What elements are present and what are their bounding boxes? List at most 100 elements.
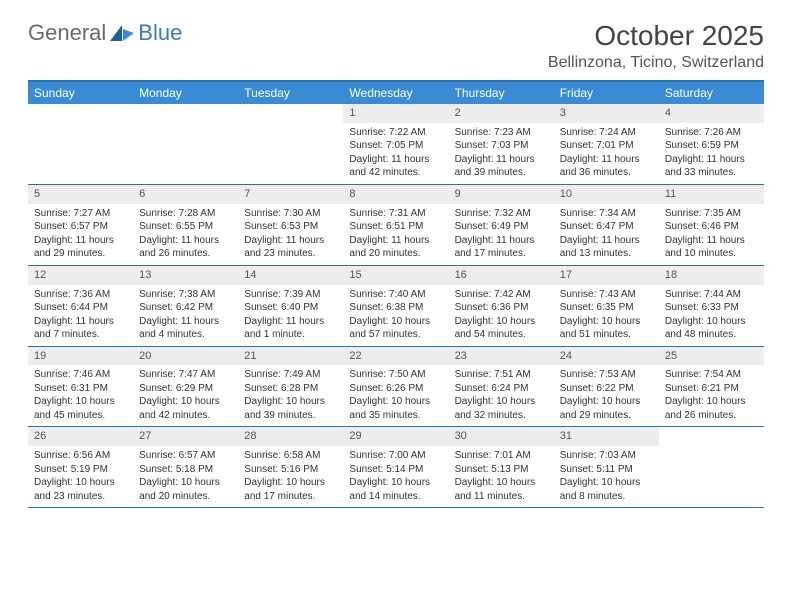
day-cell: 14Sunrise: 7:39 AMSunset: 6:40 PMDayligh… <box>238 266 343 346</box>
week-row: 19Sunrise: 7:46 AMSunset: 6:31 PMDayligh… <box>28 347 764 428</box>
day-body: Sunrise: 7:34 AMSunset: 6:47 PMDaylight:… <box>554 204 659 265</box>
daylight-text: Daylight: 10 hours and 57 minutes. <box>349 315 442 342</box>
day-body: Sunrise: 7:42 AMSunset: 6:36 PMDaylight:… <box>449 285 554 346</box>
sunset-text: Sunset: 6:29 PM <box>139 382 232 396</box>
logo: General Blue <box>28 20 182 46</box>
day-body: Sunrise: 7:26 AMSunset: 6:59 PMDaylight:… <box>659 123 764 184</box>
day-number: 13 <box>133 266 238 285</box>
day-body: Sunrise: 7:00 AMSunset: 5:14 PMDaylight:… <box>343 446 448 507</box>
day-number: 23 <box>449 347 554 366</box>
day-body: Sunrise: 7:31 AMSunset: 6:51 PMDaylight:… <box>343 204 448 265</box>
day-header: Friday <box>554 82 659 104</box>
sunrise-text: Sunrise: 7:47 AM <box>139 368 232 382</box>
sunset-text: Sunset: 6:21 PM <box>665 382 758 396</box>
day-body: Sunrise: 7:30 AMSunset: 6:53 PMDaylight:… <box>238 204 343 265</box>
daylight-text: Daylight: 10 hours and 32 minutes. <box>455 395 548 422</box>
daylight-text: Daylight: 11 hours and 13 minutes. <box>560 234 653 261</box>
day-number: 17 <box>554 266 659 285</box>
sunrise-text: Sunrise: 6:57 AM <box>139 449 232 463</box>
day-cell: 27Sunrise: 6:57 AMSunset: 5:18 PMDayligh… <box>133 427 238 507</box>
day-number: 30 <box>449 427 554 446</box>
day-body: Sunrise: 7:01 AMSunset: 5:13 PMDaylight:… <box>449 446 554 507</box>
day-body: Sunrise: 7:24 AMSunset: 7:01 PMDaylight:… <box>554 123 659 184</box>
sunrise-text: Sunrise: 7:46 AM <box>34 368 127 382</box>
daylight-text: Daylight: 11 hours and 29 minutes. <box>34 234 127 261</box>
sunrise-text: Sunrise: 7:50 AM <box>349 368 442 382</box>
day-number: 7 <box>238 185 343 204</box>
sunrise-text: Sunrise: 7:49 AM <box>244 368 337 382</box>
daylight-text: Daylight: 10 hours and 17 minutes. <box>244 476 337 503</box>
day-cell: 18Sunrise: 7:44 AMSunset: 6:33 PMDayligh… <box>659 266 764 346</box>
day-cell: 1Sunrise: 7:22 AMSunset: 7:05 PMDaylight… <box>343 104 448 184</box>
daylight-text: Daylight: 10 hours and 35 minutes. <box>349 395 442 422</box>
sunrise-text: Sunrise: 7:03 AM <box>560 449 653 463</box>
daylight-text: Daylight: 11 hours and 20 minutes. <box>349 234 442 261</box>
day-body: Sunrise: 7:49 AMSunset: 6:28 PMDaylight:… <box>238 365 343 426</box>
day-body: Sunrise: 6:57 AMSunset: 5:18 PMDaylight:… <box>133 446 238 507</box>
day-cell: 10Sunrise: 7:34 AMSunset: 6:47 PMDayligh… <box>554 185 659 265</box>
day-number: 4 <box>659 104 764 123</box>
daylight-text: Daylight: 11 hours and 42 minutes. <box>349 153 442 180</box>
title-block: October 2025 Bellinzona, Ticino, Switzer… <box>548 20 764 72</box>
sunrise-text: Sunrise: 7:31 AM <box>349 207 442 221</box>
sunrise-text: Sunrise: 6:58 AM <box>244 449 337 463</box>
sunset-text: Sunset: 6:46 PM <box>665 220 758 234</box>
day-cell: 19Sunrise: 7:46 AMSunset: 6:31 PMDayligh… <box>28 347 133 427</box>
logo-text-blue: Blue <box>138 20 182 46</box>
day-body: Sunrise: 7:51 AMSunset: 6:24 PMDaylight:… <box>449 365 554 426</box>
sunrise-text: Sunrise: 7:44 AM <box>665 288 758 302</box>
day-cell: 4Sunrise: 7:26 AMSunset: 6:59 PMDaylight… <box>659 104 764 184</box>
daylight-text: Daylight: 10 hours and 48 minutes. <box>665 315 758 342</box>
sunrise-text: Sunrise: 7:27 AM <box>34 207 127 221</box>
day-number: 22 <box>343 347 448 366</box>
day-body: Sunrise: 7:03 AMSunset: 5:11 PMDaylight:… <box>554 446 659 507</box>
day-number: 11 <box>659 185 764 204</box>
day-number: 27 <box>133 427 238 446</box>
sunrise-text: Sunrise: 7:00 AM <box>349 449 442 463</box>
daylight-text: Daylight: 10 hours and 11 minutes. <box>455 476 548 503</box>
daylight-text: Daylight: 11 hours and 1 minute. <box>244 315 337 342</box>
day-number: 26 <box>28 427 133 446</box>
sunset-text: Sunset: 6:28 PM <box>244 382 337 396</box>
daylight-text: Daylight: 11 hours and 10 minutes. <box>665 234 758 261</box>
sunrise-text: Sunrise: 7:42 AM <box>455 288 548 302</box>
day-header: Thursday <box>449 82 554 104</box>
day-cell: 5Sunrise: 7:27 AMSunset: 6:57 PMDaylight… <box>28 185 133 265</box>
day-number: 10 <box>554 185 659 204</box>
day-cell: 16Sunrise: 7:42 AMSunset: 6:36 PMDayligh… <box>449 266 554 346</box>
day-number: 31 <box>554 427 659 446</box>
week-row: 26Sunrise: 6:56 AMSunset: 5:19 PMDayligh… <box>28 427 764 508</box>
sunrise-text: Sunrise: 7:24 AM <box>560 126 653 140</box>
day-header: Saturday <box>659 82 764 104</box>
day-body: Sunrise: 7:47 AMSunset: 6:29 PMDaylight:… <box>133 365 238 426</box>
location: Bellinzona, Ticino, Switzerland <box>548 54 764 72</box>
sunset-text: Sunset: 5:13 PM <box>455 463 548 477</box>
day-number: 19 <box>28 347 133 366</box>
week-row: 1Sunrise: 7:22 AMSunset: 7:05 PMDaylight… <box>28 104 764 185</box>
day-header: Monday <box>133 82 238 104</box>
day-cell: 13Sunrise: 7:38 AMSunset: 6:42 PMDayligh… <box>133 266 238 346</box>
day-body: Sunrise: 7:23 AMSunset: 7:03 PMDaylight:… <box>449 123 554 184</box>
sunset-text: Sunset: 6:51 PM <box>349 220 442 234</box>
sunrise-text: Sunrise: 7:32 AM <box>455 207 548 221</box>
day-body: Sunrise: 7:50 AMSunset: 6:26 PMDaylight:… <box>343 365 448 426</box>
sunrise-text: Sunrise: 7:01 AM <box>455 449 548 463</box>
sunset-text: Sunset: 6:38 PM <box>349 301 442 315</box>
day-number: 5 <box>28 185 133 204</box>
day-body: Sunrise: 7:44 AMSunset: 6:33 PMDaylight:… <box>659 285 764 346</box>
day-number: 20 <box>133 347 238 366</box>
sunrise-text: Sunrise: 6:56 AM <box>34 449 127 463</box>
day-number: 9 <box>449 185 554 204</box>
sunrise-text: Sunrise: 7:38 AM <box>139 288 232 302</box>
day-cell: 22Sunrise: 7:50 AMSunset: 6:26 PMDayligh… <box>343 347 448 427</box>
sunset-text: Sunset: 6:55 PM <box>139 220 232 234</box>
day-cell <box>133 104 238 184</box>
sunrise-text: Sunrise: 7:35 AM <box>665 207 758 221</box>
week-row: 12Sunrise: 7:36 AMSunset: 6:44 PMDayligh… <box>28 266 764 347</box>
daylight-text: Daylight: 10 hours and 23 minutes. <box>34 476 127 503</box>
calendar: Sunday Monday Tuesday Wednesday Thursday… <box>28 80 764 508</box>
day-header: Wednesday <box>343 82 448 104</box>
daylight-text: Daylight: 11 hours and 23 minutes. <box>244 234 337 261</box>
day-cell <box>28 104 133 184</box>
sunset-text: Sunset: 6:22 PM <box>560 382 653 396</box>
